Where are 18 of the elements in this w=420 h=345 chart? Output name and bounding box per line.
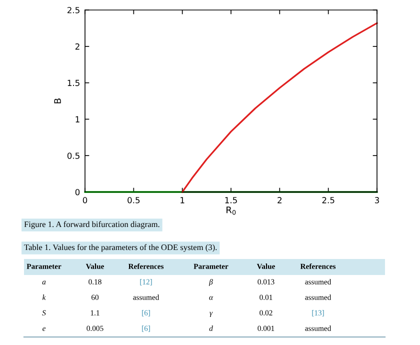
- caption: Table 1. Values for the parameters of the ODE system (3).: [24, 244, 217, 252]
- y-tick-label: 2: [75, 43, 80, 50]
- x-tick-label: 0: [82, 197, 88, 204]
- y-tick-label: 1.5: [68, 80, 80, 86]
- x-tick-label: 1.5: [225, 197, 237, 204]
- line-series: [182, 22, 378, 193]
- x-tick-label: 0.5: [128, 197, 140, 204]
- y-tick-label: 2.5: [67, 6, 80, 14]
- x-tick-label: 1: [180, 197, 184, 204]
- y-axis-title: B: [54, 98, 61, 104]
- y-tick-label: 0.5: [67, 152, 80, 159]
- y-tick-label: 0: [75, 188, 80, 196]
- x-tick-label: 3: [374, 197, 379, 204]
- caption: Figure 1. A forward bifurcation diagram.: [24, 221, 160, 229]
- x-tick-label: 2.5: [322, 197, 334, 204]
- y-tick-label: 1: [76, 116, 80, 122]
- x-axis-title: R$_{0}$: [226, 206, 236, 215]
- x-tick-label: 2: [278, 197, 282, 204]
